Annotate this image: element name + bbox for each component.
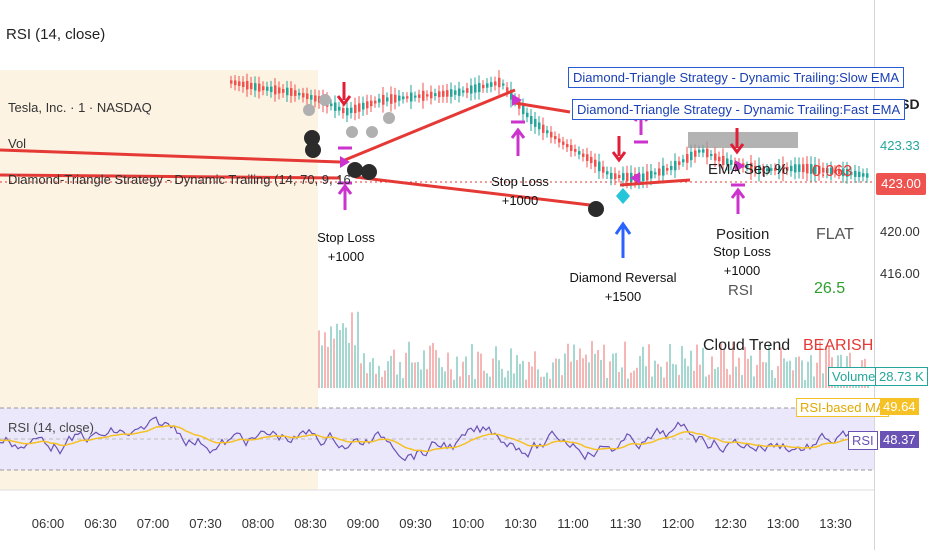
- cloud-trend-value: BEARISH: [803, 337, 874, 354]
- price-axis-divider: [874, 0, 875, 550]
- time-axis-label: 08:00: [241, 516, 275, 531]
- trade-annotation: Diamond Reversal +1500: [569, 270, 677, 304]
- volume-tag-value: 28.73 K: [875, 367, 928, 386]
- rsi-tag-label: RSI: [848, 431, 878, 450]
- volume-legend[interactable]: Vol: [8, 136, 27, 151]
- strategy-trend-lines: [0, 88, 691, 207]
- rsi-table-value: 26.5: [814, 280, 846, 297]
- price-axis-label: 420.00: [880, 224, 920, 239]
- slow-ema-label[interactable]: Diamond-Triangle Strategy - Dynamic Trai…: [568, 67, 905, 88]
- time-axis-label: 13:00: [766, 516, 800, 531]
- symbol-legend[interactable]: Tesla, Inc. · 1 · NASDAQ: [8, 100, 152, 115]
- time-axis-label: 13:30: [819, 516, 852, 531]
- time-axis-label: 06:00: [31, 516, 65, 531]
- time-axis-label: 06:30: [84, 516, 117, 531]
- time-axis-label: 10:30: [504, 516, 537, 531]
- time-axis-label: 09:00: [346, 516, 380, 531]
- rsi-ma-tag-value: 49.64: [880, 398, 919, 415]
- time-axis-label: 08:30: [294, 516, 327, 531]
- time-axis-label: 07:30: [189, 516, 222, 531]
- chart-canvas[interactable]: [0, 0, 874, 550]
- strategy-legend[interactable]: Diamond-Triangle Strategy - Dynamic Trai…: [8, 172, 351, 187]
- trade-annotation: Stop Loss +1000: [317, 230, 375, 264]
- time-axis-label: 10:00: [451, 516, 485, 531]
- indicator-header-title[interactable]: RSI (14, close): [6, 26, 106, 43]
- indicator-header: RSI (14, close): [0, 0, 932, 70]
- rsi-tag-value: 48.37: [880, 431, 919, 448]
- trade-annotation: Stop Loss +1000: [491, 174, 549, 208]
- table-shadow: [688, 132, 798, 148]
- time-axis-label: 09:30: [399, 516, 432, 531]
- trade-annotation: Stop Loss +1000: [713, 244, 771, 278]
- trade-markers: [336, 82, 746, 258]
- time-axis-label: 07:00: [136, 516, 170, 531]
- diamond-dots: [303, 94, 604, 217]
- time-axis-label: 11:00: [557, 516, 589, 531]
- last-price-tag: 423.00: [876, 173, 926, 195]
- ema-sep-value: 0.063: [812, 163, 853, 180]
- ema-sep-label: EMA Sep %: [708, 161, 789, 178]
- fast-ema-label[interactable]: Diamond-Triangle Strategy - Dynamic Trai…: [572, 99, 906, 120]
- price-axis-label: 423.33: [880, 138, 920, 153]
- time-axis-label: 12:30: [714, 516, 747, 531]
- position-value: FLAT: [816, 226, 854, 243]
- volume-tag-label: Volume: [828, 367, 880, 386]
- position-label: Position: [716, 226, 770, 243]
- price-candles: [230, 70, 869, 190]
- rsi-lines: [0, 416, 850, 462]
- time-axis-label: 11:30: [609, 516, 642, 531]
- price-axis-label: 416.00: [880, 266, 920, 281]
- cloud-trend-label: Cloud Trend: [703, 337, 791, 354]
- rsi-table-label: RSI: [728, 282, 754, 299]
- rsi-ma-tag-label: RSI-based MA: [796, 398, 889, 417]
- time-axis-label: 12:00: [661, 516, 695, 531]
- rsi-pane-title[interactable]: RSI (14, close): [8, 420, 94, 435]
